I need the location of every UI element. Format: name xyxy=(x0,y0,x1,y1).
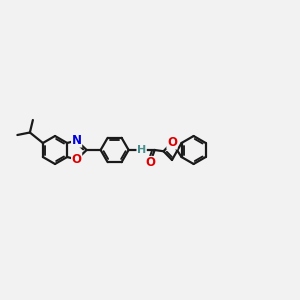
Text: O: O xyxy=(145,157,155,169)
Text: H: H xyxy=(137,145,146,155)
Text: O: O xyxy=(72,153,82,166)
Text: O: O xyxy=(167,136,177,149)
Text: N: N xyxy=(72,134,82,147)
